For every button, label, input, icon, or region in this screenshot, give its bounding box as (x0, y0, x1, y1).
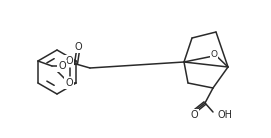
Text: O: O (74, 42, 82, 52)
Text: O: O (211, 50, 218, 59)
Text: O: O (65, 56, 73, 66)
Text: O: O (190, 110, 198, 120)
Text: O: O (65, 78, 73, 88)
Text: OH: OH (218, 110, 233, 120)
Text: O: O (58, 61, 66, 71)
